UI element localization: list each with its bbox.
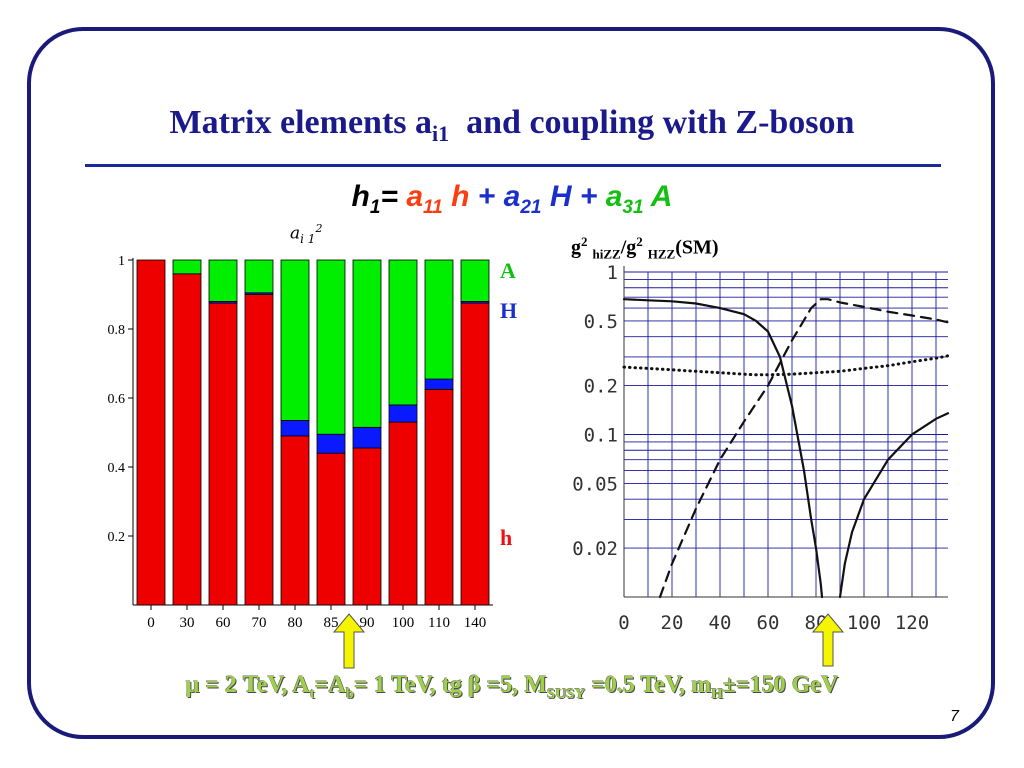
left-xtick-label: 100 <box>392 615 415 631</box>
bar-A-110 <box>424 259 454 380</box>
bar-h-60 <box>208 302 238 606</box>
right-series-solid-0 <box>622 298 824 599</box>
formula-lhs: h1= <box>351 180 398 218</box>
parameters-line: μ = 2 TeV, At=Ab= 1 TeV, tg β =5, MSUSY … <box>185 672 839 702</box>
right-xtick-label: 40 <box>709 612 732 634</box>
formula-term-H: a21 H <box>503 180 572 218</box>
title-underline <box>85 164 941 167</box>
bar-h-110 <box>424 388 454 606</box>
formula-term-A: a31 A <box>605 180 673 218</box>
bar-h-30 <box>172 273 202 606</box>
left-xtick-label: 85 <box>324 615 339 631</box>
right-ytick-label: 1 <box>607 262 618 284</box>
right-xtick-label: 0 <box>618 612 629 634</box>
bar-A-30 <box>172 259 202 275</box>
right-series-dashed-2 <box>658 298 950 599</box>
bar-h-70 <box>244 294 274 606</box>
right-ytick-label: 0.02 <box>572 538 618 560</box>
legend-A: A <box>500 258 516 283</box>
legend-H: H <box>500 298 518 323</box>
left-xtick-label: 60 <box>216 615 231 631</box>
left-xtick-label: 110 <box>428 615 450 631</box>
bar-A-100 <box>388 259 418 406</box>
right-xtick-label: 120 <box>895 612 929 634</box>
right-xtick-label: 20 <box>661 612 684 634</box>
bar-A-80 <box>280 259 310 421</box>
right-ytick-label: 0.2 <box>584 376 618 398</box>
slide-title: Matrix elements ai1 and coupling with Z-… <box>169 104 855 146</box>
left-xtick-label: 90 <box>360 615 375 631</box>
bar-A-85 <box>316 259 346 435</box>
page-number: 7 <box>950 708 959 725</box>
right-ytick-label: 0.1 <box>584 425 618 447</box>
mixing-formula: h1= a11 h + a21 H + a31 A <box>0 180 1024 219</box>
formula-term-h: a11 h <box>406 180 470 218</box>
arrow-up-right-icon <box>811 613 845 667</box>
left-ytick-label: 0.4 <box>108 461 126 476</box>
left-xtick-label: 70 <box>252 615 267 631</box>
left-xtick-label: 140 <box>464 615 487 631</box>
formula-plus-1: + <box>477 180 496 213</box>
bar-A-90 <box>352 259 382 428</box>
right-series-dotted-3 <box>622 354 950 377</box>
right-chart-ylabel: g2 hiZZ/g2 HZZ(SM) <box>571 234 719 262</box>
right-ytick-label: 0.5 <box>584 311 618 333</box>
left-xtick-label: 80 <box>288 615 303 631</box>
left-xtick-label: 0 <box>147 615 155 631</box>
left-ytick-label: 0.2 <box>108 530 126 545</box>
right-ytick-label: 0.05 <box>572 473 618 495</box>
right-series-solid-1 <box>838 412 950 599</box>
left-ytick-label: 0.6 <box>108 392 126 407</box>
bar-A-70 <box>244 259 274 294</box>
bar-h-0 <box>136 259 166 606</box>
bar-A-60 <box>208 259 238 302</box>
left-xtick-label: 30 <box>180 615 195 631</box>
bar-A-140 <box>460 259 490 302</box>
left-ytick-label: 0.8 <box>108 323 126 338</box>
right-xtick-label: 60 <box>757 612 780 634</box>
left-ytick-label: 1 <box>118 254 125 269</box>
legend-h: h <box>500 525 513 550</box>
slide-frame <box>27 27 995 739</box>
left-chart-ylabel: ai 12 <box>290 222 323 247</box>
arrow-up-left-icon <box>332 613 366 669</box>
right-xtick-label: 100 <box>847 612 881 634</box>
formula-plus-2: + <box>579 180 598 213</box>
